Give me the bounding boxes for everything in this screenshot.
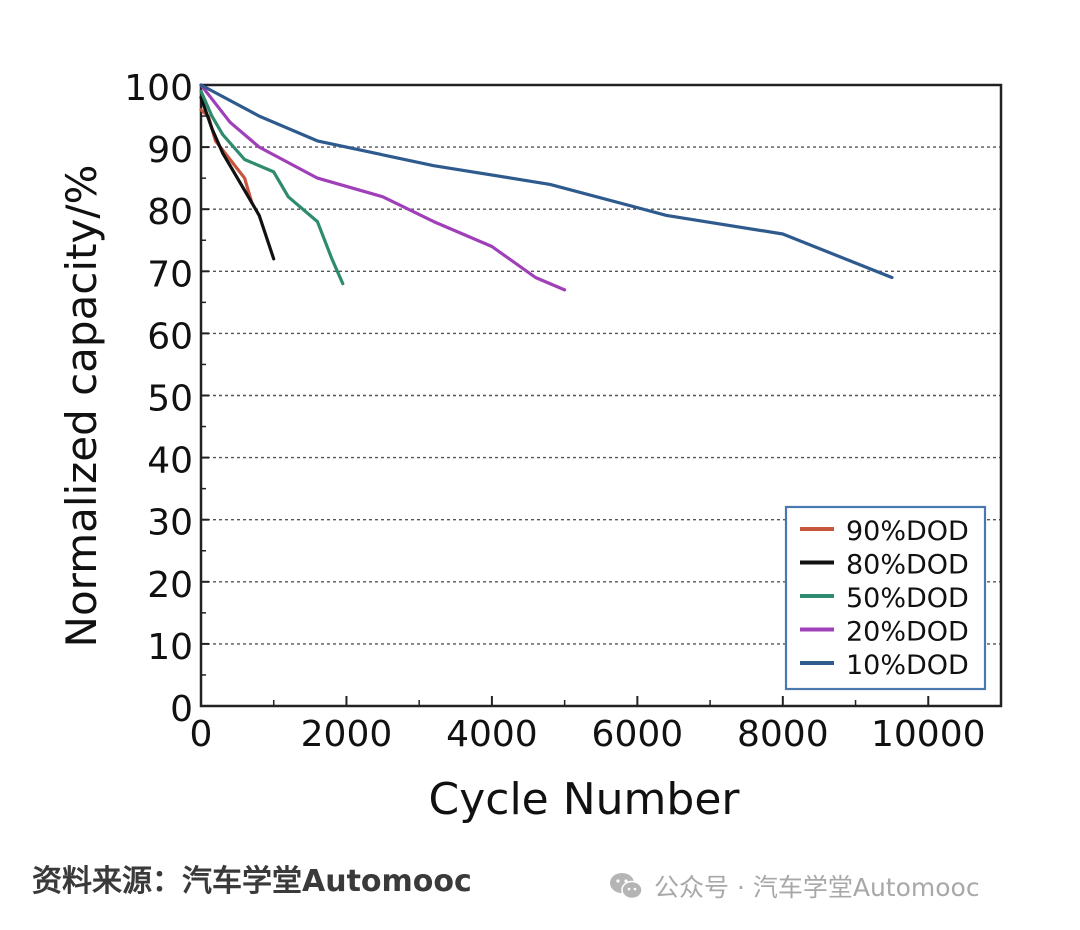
wechat-credit-text: 公众号 · 汽车学堂Automooc [654, 873, 980, 902]
y-tick-label-10: 10 [147, 627, 193, 668]
x-tick-label-8000: 8000 [737, 714, 829, 755]
y-tick-label-30: 30 [147, 503, 193, 544]
legend-label-0: 90%DOD [846, 516, 969, 547]
axes: 0 10 20 30 40 50 60 70 80 90 100 0 2000 4000 6000 8000 1… [124, 68, 1003, 755]
x-tick-label-6000: 6000 [592, 714, 684, 755]
wechat-credit: 公众号 · 汽车学堂Automooc [608, 868, 980, 904]
series-line-50pct-dod [199, 89, 345, 286]
line-chart: 0 10 20 30 40 50 60 70 80 90 100 0 2000 4000 6000 8000 1… [57, 68, 1003, 825]
y-tick-label-40: 40 [147, 441, 193, 482]
y-tick-label-0: 0 [170, 689, 193, 730]
legend-label-2: 50%DOD [846, 583, 969, 614]
y-tick-label-70: 70 [147, 254, 193, 295]
series-line-80pct-dod [199, 95, 276, 261]
legend-label-1: 80%DOD [846, 550, 969, 581]
x-axis-label: Cycle Number [429, 774, 741, 825]
y-tick-label-60: 60 [147, 316, 193, 357]
series-line-20pct-dod [199, 83, 567, 292]
wechat-icon [610, 873, 643, 900]
source-credit: 资料来源：汽车学堂Automooc [32, 864, 472, 899]
legend-label-4: 10%DOD [846, 650, 969, 681]
series-group [199, 83, 894, 292]
x-tick-label-0: 0 [190, 714, 213, 755]
x-tick-label-2000: 2000 [301, 714, 393, 755]
y-tick-label-80: 80 [147, 192, 193, 233]
series-line-10pct-dod [199, 83, 894, 280]
y-tick-label-50: 50 [147, 379, 193, 420]
y-tick-label-90: 90 [147, 130, 193, 171]
x-tick-label-4000: 4000 [446, 714, 538, 755]
y-tick-label-20: 20 [147, 565, 193, 606]
y-axis-label: Normalized capacity/% [57, 165, 106, 648]
legend-label-3: 20%DOD [846, 617, 969, 648]
x-tick-label-10000: 10000 [871, 714, 986, 755]
y-tick-label-100: 100 [124, 68, 193, 109]
